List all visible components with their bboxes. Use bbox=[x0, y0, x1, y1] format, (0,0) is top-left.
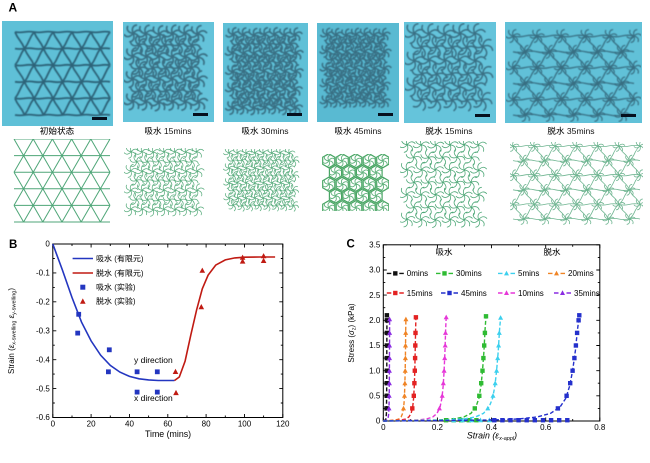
svg-text:120: 120 bbox=[276, 420, 290, 429]
svg-text:60: 60 bbox=[163, 420, 172, 429]
svg-text:100: 100 bbox=[238, 420, 252, 429]
svg-text:35mins: 35mins bbox=[567, 126, 595, 136]
svg-text:(: ( bbox=[114, 255, 117, 264]
svg-text:35mins: 35mins bbox=[574, 289, 600, 298]
svg-text:1.5: 1.5 bbox=[369, 341, 381, 350]
svg-text:(: ( bbox=[114, 269, 117, 278]
svg-text:-0.5: -0.5 bbox=[36, 384, 50, 393]
svg-text:2.0: 2.0 bbox=[369, 316, 381, 325]
svg-text:40: 40 bbox=[125, 420, 134, 429]
svg-text:10mins: 10mins bbox=[518, 289, 544, 298]
svg-text:-0.2: -0.2 bbox=[36, 298, 50, 307]
svg-text:0: 0 bbox=[51, 420, 56, 429]
svg-text:45mins: 45mins bbox=[461, 289, 487, 298]
svg-text:15mins: 15mins bbox=[407, 289, 433, 298]
svg-text:B: B bbox=[9, 239, 17, 251]
svg-text:30mins: 30mins bbox=[261, 126, 289, 136]
svg-text:5mins: 5mins bbox=[518, 269, 539, 278]
svg-text:0.8: 0.8 bbox=[594, 423, 606, 432]
svg-text:80: 80 bbox=[202, 420, 211, 429]
svg-text:): ) bbox=[133, 297, 136, 306]
svg-text:A: A bbox=[9, 1, 18, 15]
svg-text:2.5: 2.5 bbox=[369, 291, 381, 300]
svg-text:20mins: 20mins bbox=[568, 269, 594, 278]
svg-text:0mins: 0mins bbox=[407, 269, 428, 278]
svg-text:0.2: 0.2 bbox=[432, 423, 444, 432]
svg-text:0: 0 bbox=[381, 423, 386, 432]
svg-text:3.5: 3.5 bbox=[369, 241, 381, 250]
svg-text:-0.4: -0.4 bbox=[36, 355, 50, 364]
svg-text:): ) bbox=[141, 269, 144, 278]
svg-text:C: C bbox=[347, 239, 355, 251]
svg-text:3.0: 3.0 bbox=[369, 266, 381, 275]
svg-text:0: 0 bbox=[376, 417, 381, 426]
svg-text:1.0: 1.0 bbox=[369, 366, 381, 375]
svg-text:Strain (εx-appl): Strain (εx-appl) bbox=[467, 431, 517, 443]
svg-text:-0.3: -0.3 bbox=[36, 326, 50, 335]
svg-text:0: 0 bbox=[45, 240, 50, 249]
svg-text:): ) bbox=[141, 255, 144, 264]
svg-text:(: ( bbox=[114, 297, 117, 306]
svg-text:y direction: y direction bbox=[134, 355, 173, 365]
svg-text:0.5: 0.5 bbox=[369, 392, 381, 401]
svg-text:20: 20 bbox=[87, 420, 96, 429]
svg-text:45mins: 45mins bbox=[354, 126, 382, 136]
svg-text:15mins: 15mins bbox=[164, 126, 192, 136]
svg-text:-0.6: -0.6 bbox=[36, 413, 50, 422]
svg-text:Time (mins): Time (mins) bbox=[145, 429, 191, 439]
svg-text:0.6: 0.6 bbox=[540, 423, 552, 432]
svg-text:15mins: 15mins bbox=[445, 126, 473, 136]
svg-text:Strain (εx-swelling εy-swellin: Strain (εx-swelling εy-swelling) bbox=[7, 288, 18, 374]
svg-text:-0.1: -0.1 bbox=[36, 269, 50, 278]
svg-text:30mins: 30mins bbox=[456, 269, 482, 278]
svg-text:): ) bbox=[133, 283, 136, 292]
svg-text:Stress (σz) (kPa): Stress (σz) (kPa) bbox=[347, 303, 358, 362]
svg-text:0.4: 0.4 bbox=[486, 423, 498, 432]
svg-text:x direction: x direction bbox=[134, 393, 173, 403]
svg-text:(: ( bbox=[114, 283, 117, 292]
